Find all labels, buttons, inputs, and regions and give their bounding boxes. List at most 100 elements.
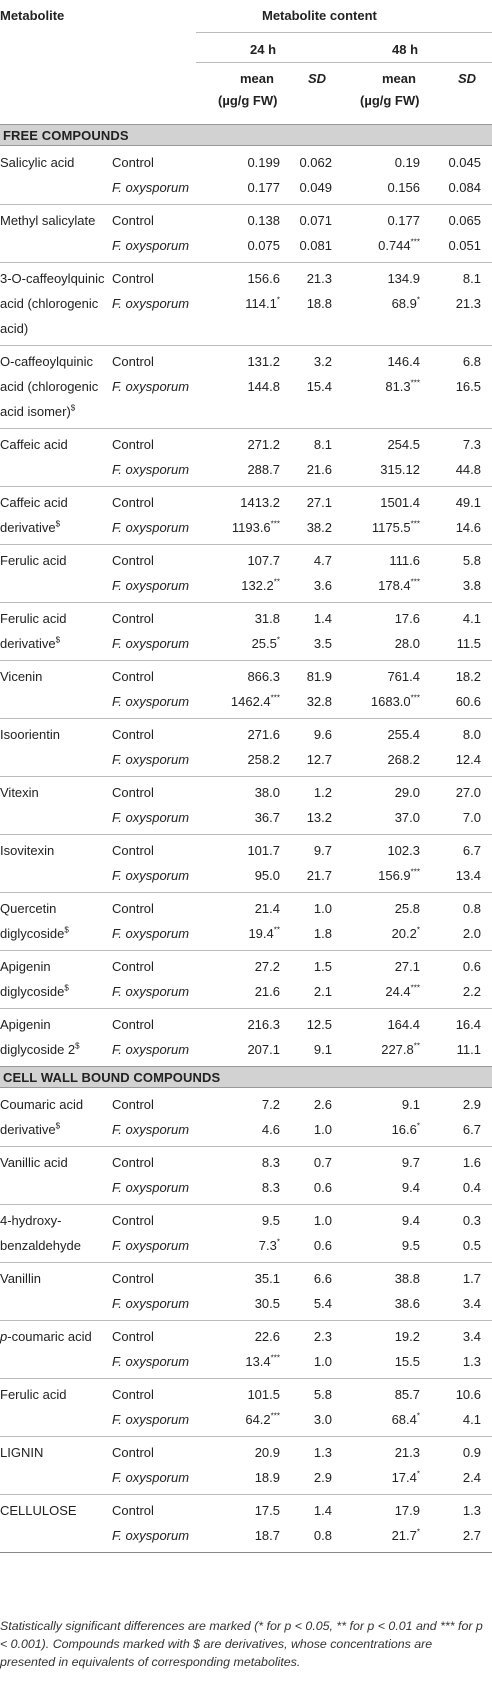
group-label: F. oxysporum bbox=[112, 520, 190, 535]
metabolite-name: O-caffeoylquinic bbox=[0, 354, 93, 369]
table-row: Methyl salicylate Control 0.138 0.071 0.177 0… bbox=[0, 204, 492, 262]
mean-24h: 0.138 bbox=[247, 213, 280, 228]
mean-24h: 31.8 bbox=[254, 611, 280, 626]
significance-mark: *** bbox=[270, 1353, 280, 1363]
metabolite-name: acid isomer)$ bbox=[0, 403, 76, 419]
mean-24h: 114.1* bbox=[245, 295, 280, 311]
header-unit-48h: (µg/g FW) bbox=[360, 93, 420, 108]
significance-mark: *** bbox=[270, 693, 280, 703]
sd-24h: 0.049 bbox=[299, 180, 332, 195]
group-label: Control bbox=[112, 1097, 154, 1112]
mean-24h: 22.6 bbox=[254, 1329, 280, 1344]
sd-48h: 16.4 bbox=[455, 1017, 481, 1032]
derivative-mark: $ bbox=[55, 635, 61, 645]
header-rule-2 bbox=[196, 62, 492, 63]
significance-mark: ** bbox=[413, 1041, 420, 1051]
row-divider bbox=[0, 204, 492, 205]
mean-24h: 21.6 bbox=[254, 984, 280, 999]
mean-48h: 15.5 bbox=[394, 1354, 420, 1369]
sd-24h: 21.7 bbox=[306, 868, 332, 883]
metabolite-name: LIGNIN bbox=[0, 1445, 44, 1460]
mean-24h: 9.5 bbox=[261, 1213, 280, 1228]
sd-24h: 6.6 bbox=[313, 1271, 332, 1286]
sd-24h: 1.2 bbox=[313, 785, 332, 800]
table-row: Apigenin diglycoside$ Control 27.2 1.5 27.1 0.… bbox=[0, 950, 492, 1008]
group-label: Control bbox=[112, 1271, 154, 1286]
metabolite-name: p-coumaric acid bbox=[0, 1329, 92, 1344]
sd-48h: 0.9 bbox=[462, 1445, 481, 1460]
sd-48h: 2.0 bbox=[462, 926, 481, 941]
mean-24h: 21.4 bbox=[254, 901, 280, 916]
sd-48h: 0.3 bbox=[462, 1213, 481, 1228]
sd-48h: 4.1 bbox=[462, 1412, 481, 1427]
mean-48h: 21.7* bbox=[391, 1527, 420, 1543]
mean-48h: 0.19 bbox=[394, 155, 420, 170]
mean-24h: 156.6 bbox=[247, 271, 280, 286]
mean-24h: 866.3 bbox=[247, 669, 280, 684]
sd-24h: 4.7 bbox=[313, 553, 332, 568]
sd-48h: 0.051 bbox=[448, 238, 481, 253]
significance-mark: * bbox=[416, 1469, 420, 1479]
row-divider bbox=[0, 892, 492, 893]
group-label: F. oxysporum bbox=[112, 1042, 190, 1057]
row-divider bbox=[0, 718, 492, 719]
mean-48h: 38.8 bbox=[394, 1271, 420, 1286]
significance-mark: *** bbox=[270, 1411, 280, 1421]
group-label: F. oxysporum bbox=[112, 694, 190, 709]
mean-24h: 17.5 bbox=[254, 1503, 280, 1518]
group-label: F. oxysporum bbox=[112, 1296, 190, 1311]
mean-24h: 1413.2 bbox=[240, 495, 280, 510]
header-mean-24h: mean bbox=[240, 71, 274, 86]
row-divider bbox=[0, 602, 492, 603]
group-label: F. oxysporum bbox=[112, 926, 190, 941]
sd-48h: 0.045 bbox=[448, 155, 481, 170]
mean-24h: 36.7 bbox=[254, 810, 280, 825]
metabolite-name: Apigenin bbox=[0, 959, 51, 974]
row-divider bbox=[0, 345, 492, 346]
derivative-mark: $ bbox=[75, 1041, 80, 1051]
metabolite-name: Quercetin bbox=[0, 901, 57, 916]
significance-mark: * bbox=[276, 635, 280, 645]
sd-24h: 21.6 bbox=[306, 462, 332, 477]
mean-24h: 7.3* bbox=[258, 1237, 280, 1253]
sd-48h: 16.5 bbox=[455, 379, 481, 394]
sd-48h: 49.1 bbox=[455, 495, 481, 510]
group-label: Control bbox=[112, 669, 154, 684]
mean-48h: 19.2 bbox=[394, 1329, 420, 1344]
row-divider bbox=[0, 1262, 492, 1263]
mean-24h: 18.9 bbox=[254, 1470, 280, 1485]
mean-24h: 0.199 bbox=[247, 155, 280, 170]
sd-48h: 1.7 bbox=[462, 1271, 481, 1286]
group-label: F. oxysporum bbox=[112, 462, 190, 477]
sd-48h: 6.7 bbox=[462, 843, 481, 858]
mean-48h: 38.6 bbox=[394, 1296, 420, 1311]
sd-24h: 1.3 bbox=[313, 1445, 332, 1460]
table-row: Vicenin Control 866.3 81.9 761.4 18.2 F. oxysp… bbox=[0, 660, 492, 718]
mean-24h: 1462.4*** bbox=[230, 693, 280, 709]
metabolite-name: Isoorientin bbox=[0, 727, 60, 742]
table-row: Quercetin diglycoside$ Control 21.4 1.0 25.8 0… bbox=[0, 892, 492, 950]
mean-24h: 8.3 bbox=[261, 1180, 280, 1195]
mean-24h: 7.2 bbox=[261, 1097, 280, 1112]
mean-24h: 271.2 bbox=[247, 437, 280, 452]
mean-48h: 164.4 bbox=[387, 1017, 420, 1032]
sd-48h: 0.084 bbox=[448, 180, 481, 195]
significance-mark: *** bbox=[410, 983, 420, 993]
mean-24h: 288.7 bbox=[247, 462, 280, 477]
table-row: p-coumaric acid Control 22.6 2.3 19.2 3.4 F. o… bbox=[0, 1320, 492, 1378]
sd-48h: 5.8 bbox=[462, 553, 481, 568]
group-label: Control bbox=[112, 553, 154, 568]
mean-24h: 19.4** bbox=[248, 925, 280, 941]
mean-24h: 216.3 bbox=[247, 1017, 280, 1032]
group-label: Control bbox=[112, 271, 154, 286]
mean-24h: 1193.6*** bbox=[231, 519, 280, 535]
table-row: 3-O-caffeoylquinic acid (chlorogenic acid)… bbox=[0, 262, 492, 345]
group-label: Control bbox=[112, 1213, 154, 1228]
mean-48h: 0.744*** bbox=[378, 237, 420, 253]
sd-48h: 1.3 bbox=[462, 1354, 481, 1369]
metabolite-name: diglycoside$ bbox=[0, 983, 69, 999]
mean-48h: 255.4 bbox=[387, 727, 420, 742]
metabolite-name: Caffeic acid bbox=[0, 437, 68, 452]
table-row: Salicylic acid Control 0.199 0.062 0.19 0.045… bbox=[0, 146, 492, 204]
table-row: Ferulic acid Control 101.5 5.8 85.7 10.6 F. ox… bbox=[0, 1378, 492, 1436]
